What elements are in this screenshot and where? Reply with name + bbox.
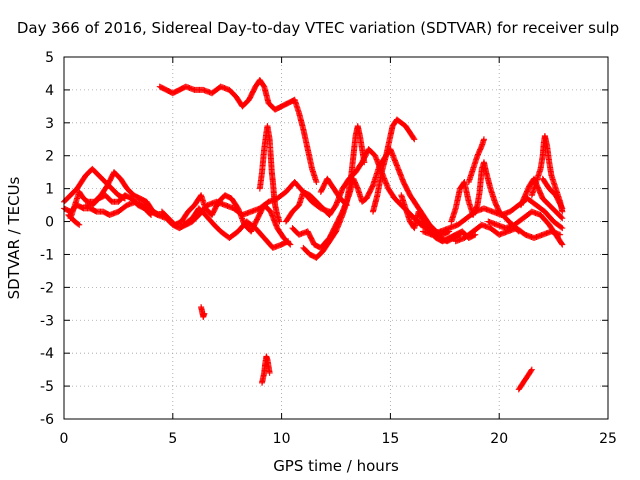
y-tick-label: 2 bbox=[45, 149, 54, 165]
data-point bbox=[480, 136, 487, 143]
data-point bbox=[75, 221, 82, 228]
data-point bbox=[528, 367, 535, 374]
data-point bbox=[559, 241, 566, 248]
x-tick-label: 10 bbox=[273, 431, 291, 447]
data-point bbox=[558, 240, 565, 247]
chart-title: Day 366 of 2016, Sidereal Day-to-day VTE… bbox=[17, 19, 619, 37]
y-tick-label: -2 bbox=[40, 280, 54, 296]
x-tick-label: 15 bbox=[381, 431, 399, 447]
x-axis-label: GPS time / hours bbox=[273, 457, 399, 475]
data-point bbox=[559, 225, 566, 232]
x-tick-label: 20 bbox=[490, 431, 508, 447]
data-point bbox=[558, 224, 565, 231]
data-point bbox=[201, 310, 208, 317]
y-tick-label: 1 bbox=[45, 182, 54, 198]
y-tick-label: 5 bbox=[45, 50, 54, 66]
y-tick-label: -1 bbox=[40, 247, 54, 263]
data-point bbox=[361, 159, 368, 166]
data-point bbox=[285, 238, 292, 245]
data-point bbox=[559, 205, 566, 212]
plot-frame bbox=[63, 56, 609, 420]
data-point bbox=[343, 202, 350, 209]
y-tick-label: -6 bbox=[40, 412, 54, 428]
y-tick-label: -4 bbox=[40, 346, 54, 362]
data-points bbox=[61, 77, 566, 393]
x-tick-label: 5 bbox=[168, 431, 177, 447]
data-point bbox=[559, 215, 566, 222]
data-point bbox=[411, 136, 418, 143]
data-point bbox=[313, 179, 320, 186]
y-tick-label: 4 bbox=[45, 83, 54, 99]
x-tick-label: 0 bbox=[60, 431, 69, 447]
y-tick-label: -3 bbox=[40, 313, 54, 329]
x-tick-label: 25 bbox=[599, 431, 617, 447]
data-point bbox=[528, 366, 535, 373]
data-point bbox=[410, 135, 417, 142]
axis-ticks: 0 5 10 15 20 25 -6 -5 -4 -3 -2 -1 0 1 2 3 4 5 bbox=[40, 50, 617, 447]
data-point bbox=[558, 204, 565, 211]
y-tick-label: -5 bbox=[40, 379, 54, 395]
data-point bbox=[266, 369, 273, 376]
y-tick-label: 0 bbox=[45, 215, 54, 231]
y-axis-label: SDTVAR / TECUs bbox=[5, 176, 23, 299]
data-point bbox=[558, 214, 565, 221]
data-point bbox=[147, 211, 154, 218]
data-point bbox=[342, 201, 349, 208]
data-point bbox=[148, 211, 155, 218]
data-point bbox=[287, 241, 294, 248]
data-point bbox=[76, 221, 83, 228]
y-tick-label: 3 bbox=[45, 116, 54, 132]
data-point bbox=[276, 218, 283, 225]
